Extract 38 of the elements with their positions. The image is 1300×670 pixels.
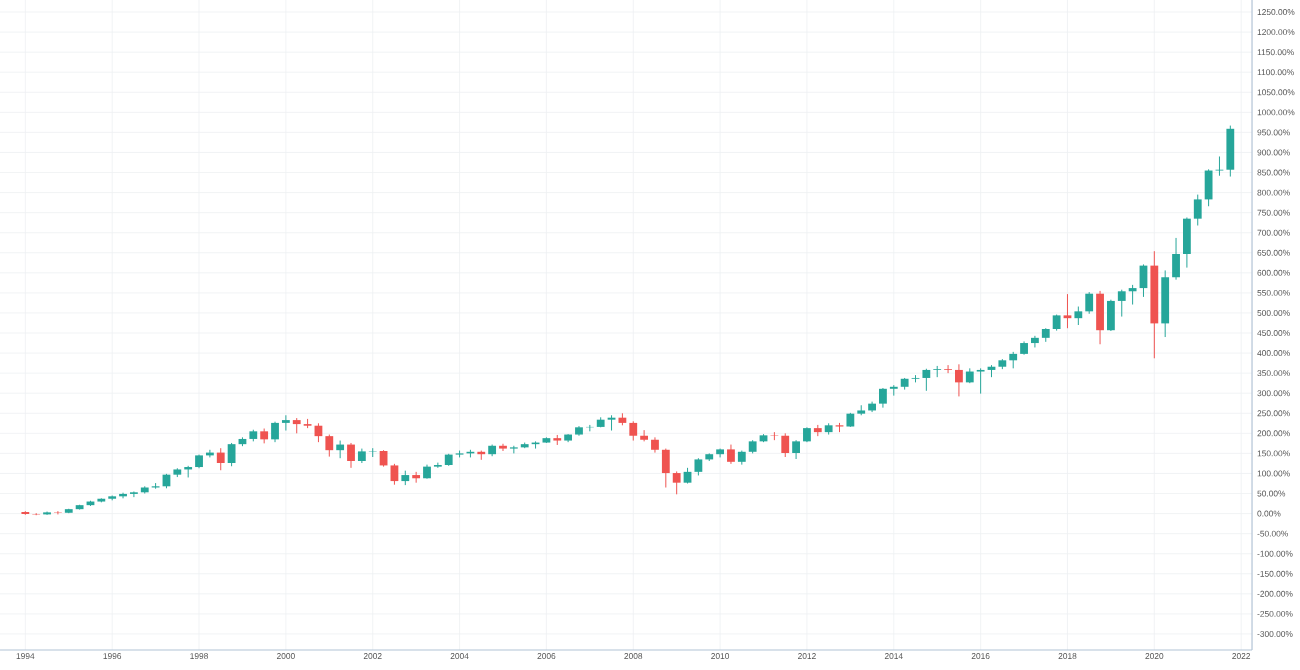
candlestick [1215,155,1224,177]
candlestick [227,442,236,467]
candlestick [1096,290,1104,345]
candlestick [922,368,931,392]
candlestick [933,365,942,378]
candlestick [1063,293,1072,329]
candlestick [129,491,138,498]
candlestick [216,447,225,471]
candlestick [955,363,963,397]
candlestick [412,471,421,484]
candlestick [281,414,290,432]
candlestick [1128,284,1137,306]
candlestick [792,439,800,460]
candlestick [1172,237,1180,281]
candlestick [1226,125,1235,178]
candlestick [271,421,279,443]
candlestick [1204,168,1213,207]
candlestick [889,384,898,397]
candlestick [433,462,442,469]
candlestick [781,432,790,458]
candlestick [1106,299,1115,332]
candlestick [672,470,681,495]
candlestick [1193,194,1202,226]
candlestick [347,442,355,469]
candlestick [629,420,638,442]
candlestick [1031,335,1039,348]
candlestick [1085,291,1094,315]
candlestick [661,448,670,488]
candlestick [390,463,399,486]
candlestick [325,434,334,458]
candlestick [727,444,735,465]
candlestick [1074,306,1083,326]
candlestick [640,429,649,442]
candlestick [879,387,887,409]
candlestick [1182,216,1191,269]
candlestick [1117,289,1126,318]
candlestick [1161,269,1170,338]
candlestick [976,367,985,395]
